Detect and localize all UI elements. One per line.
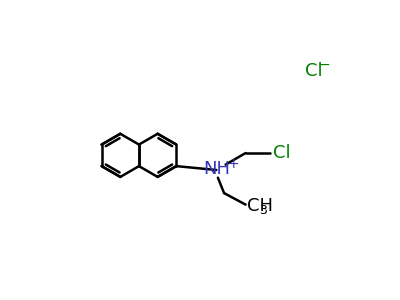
Text: Cl: Cl bbox=[273, 144, 291, 162]
Text: NH: NH bbox=[203, 160, 230, 178]
Text: CH: CH bbox=[247, 197, 273, 215]
Text: +: + bbox=[227, 157, 239, 171]
Text: 3: 3 bbox=[260, 203, 267, 217]
Text: −: − bbox=[319, 58, 330, 72]
Text: Cl: Cl bbox=[305, 62, 323, 80]
